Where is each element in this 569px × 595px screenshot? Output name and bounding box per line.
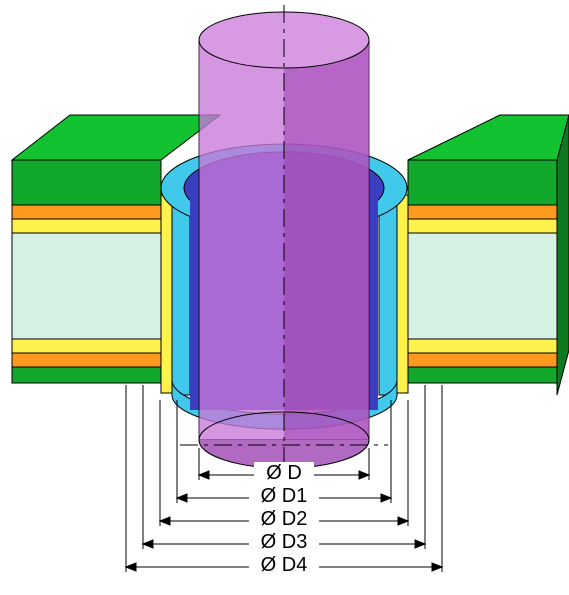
dimension-label-d: Ø D	[266, 462, 302, 484]
dimension-label-d1: Ø D1	[261, 485, 308, 507]
via-cross-section-diagram: Ø D Ø D1 Ø D2 Ø D3 Ø D4	[0, 0, 569, 595]
pcb-right-wing	[408, 115, 569, 395]
dimension-label-d2: Ø D2	[261, 508, 308, 530]
dimension-label-d4: Ø D4	[261, 554, 308, 576]
dimension-label-d3: Ø D3	[261, 531, 308, 553]
